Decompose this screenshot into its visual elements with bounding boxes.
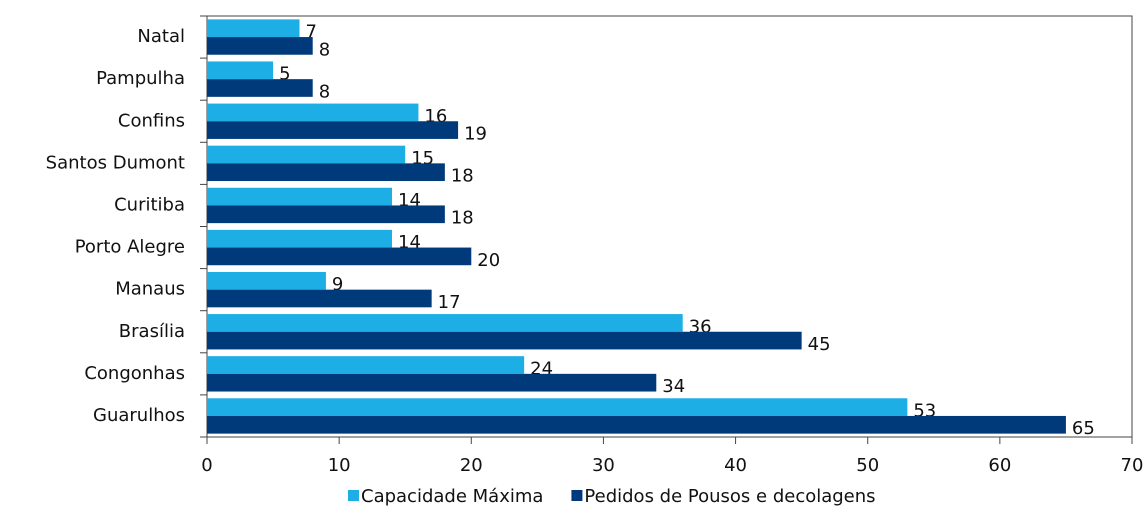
x-tick-label: 50: [856, 455, 879, 476]
data-label: 8: [319, 81, 330, 102]
data-label: 45: [808, 334, 831, 355]
bar: [207, 19, 300, 38]
legend-swatch: [571, 490, 583, 501]
data-label: 34: [662, 376, 685, 397]
bar: [207, 247, 472, 266]
bar: [207, 331, 802, 350]
data-label: 8: [319, 39, 330, 60]
y-tick-label: Brasília: [119, 321, 185, 342]
bar: [207, 229, 392, 248]
data-label: 65: [1072, 418, 1095, 439]
bar: [207, 271, 326, 290]
y-tick-label: Manaus: [115, 279, 185, 300]
bar: [207, 37, 313, 55]
bar: [207, 121, 459, 139]
data-label: 5: [279, 64, 290, 85]
data-label: 9: [332, 274, 343, 295]
y-tick-label: Porto Alegre: [75, 237, 185, 258]
legend-label: Capacidade Máxima: [361, 486, 543, 507]
bar: [207, 103, 419, 122]
y-tick-label: Pampulha: [96, 68, 185, 89]
legend-swatch: [348, 490, 359, 501]
bar: [207, 289, 432, 308]
data-label: 18: [451, 208, 474, 229]
bar: [207, 163, 445, 182]
data-label: 18: [451, 166, 474, 187]
bar: [207, 187, 392, 206]
x-tick-label: 0: [201, 455, 212, 476]
bar: [207, 314, 683, 332]
bar: [207, 398, 908, 416]
bar: [207, 205, 445, 224]
y-tick-label: Guarulhos: [93, 405, 185, 426]
y-tick-label: Santos Dumont: [46, 152, 185, 173]
x-tick-label: 30: [592, 455, 615, 476]
data-label: 7: [306, 22, 317, 43]
x-tick-label: 20: [460, 455, 483, 476]
bar: [207, 415, 1066, 434]
y-tick-label: Congonhas: [84, 363, 185, 384]
x-tick-label: 60: [988, 455, 1011, 476]
y-tick-label: Natal: [137, 26, 185, 47]
legend-label: Pedidos de Pousos e decolagens: [584, 486, 875, 507]
bar: [207, 79, 313, 97]
x-tick-label: 70: [1121, 455, 1144, 476]
data-label: 19: [464, 124, 487, 145]
y-tick-label: Curitiba: [114, 194, 185, 215]
data-label: 17: [438, 292, 461, 313]
bar: [207, 373, 657, 392]
x-tick-label: 40: [724, 455, 747, 476]
data-label: 20: [477, 250, 500, 271]
x-tick-label: 10: [328, 455, 351, 476]
y-tick-label: Confins: [118, 110, 185, 131]
bar: [207, 61, 274, 80]
bar: [207, 356, 525, 374]
bar: [207, 145, 406, 164]
